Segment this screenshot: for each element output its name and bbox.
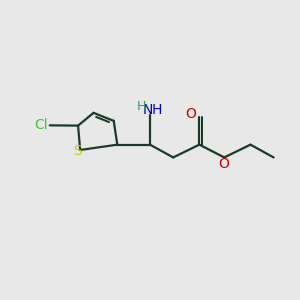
- Text: H: H: [152, 103, 162, 117]
- Text: H: H: [136, 100, 146, 112]
- Text: O: O: [218, 157, 229, 171]
- Text: Cl: Cl: [34, 118, 48, 132]
- Text: N: N: [142, 103, 153, 117]
- Text: O: O: [185, 107, 196, 121]
- Text: S: S: [73, 144, 82, 158]
